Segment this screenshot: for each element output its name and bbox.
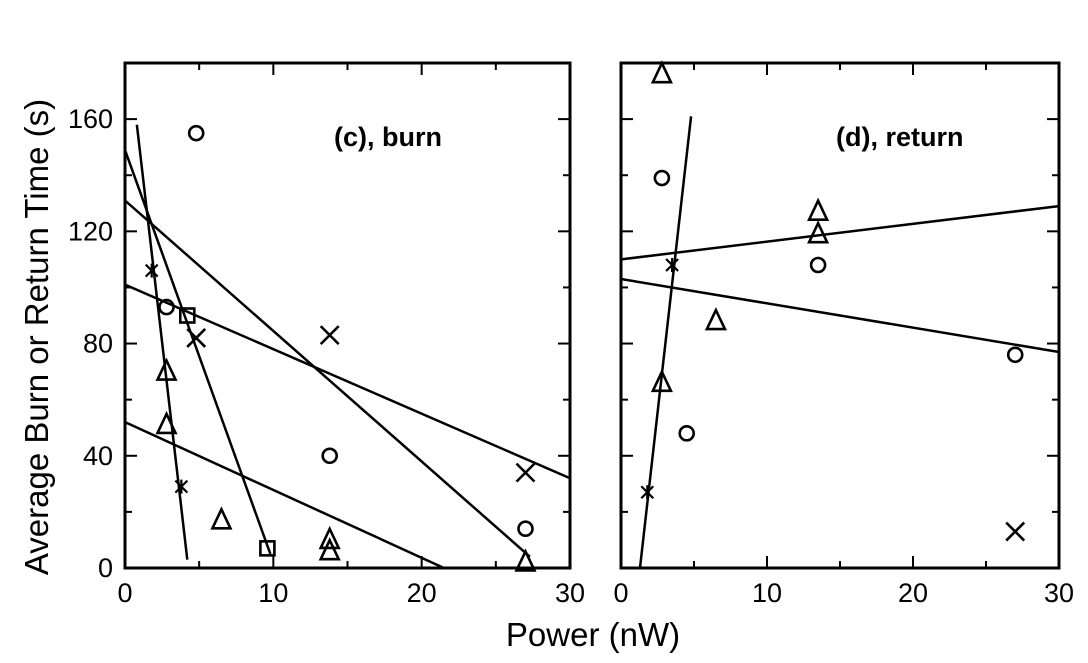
x-tick-label: 0: [117, 578, 132, 608]
star-point: [144, 263, 159, 278]
triangle-point: [155, 410, 178, 435]
y-tick-label: 0: [98, 553, 113, 583]
panel-return: 0 10 20 30: [613, 60, 1074, 608]
fit-lines: [621, 116, 1059, 568]
x-tick-label: 30: [555, 578, 585, 608]
circle-point: [678, 425, 696, 442]
y-axis-title: Average Burn or Return Time (s): [18, 99, 55, 575]
cross-point: [1005, 521, 1026, 542]
fit-lines: [125, 124, 570, 568]
circle-point: [321, 447, 339, 465]
fit-line: [125, 149, 272, 555]
fit-line: [621, 277, 1059, 354]
star-point: [174, 479, 189, 494]
fit-line: [125, 420, 445, 568]
panel-label-return: (d), return: [836, 122, 964, 152]
x-tick-label: 0: [613, 578, 628, 608]
x-axis-title: Power (nW): [506, 616, 680, 653]
triangle-point: [807, 220, 830, 244]
y-tick-label: 120: [68, 216, 113, 246]
circle-point: [187, 124, 205, 142]
panel-burn: 0 10 20 30 0 40 80 120 160: [68, 61, 585, 608]
x-tick-label: 20: [898, 578, 928, 608]
cross-point: [186, 328, 207, 348]
triangle-point: [704, 307, 727, 331]
circle-point: [158, 298, 175, 316]
fit-line: [125, 199, 531, 558]
x-tick-label: 10: [258, 578, 288, 608]
star-point: [640, 485, 655, 500]
x-tick-label: 20: [407, 578, 437, 608]
triangle-point: [318, 525, 341, 550]
square-point: [259, 540, 276, 557]
triangle-point: [650, 60, 673, 84]
y-tick-label: 40: [83, 441, 113, 471]
circle-point: [809, 256, 827, 274]
fit-line: [125, 283, 570, 480]
x-tick-label: 10: [752, 578, 782, 608]
y-tick-label: 80: [83, 329, 113, 359]
star-point: [665, 258, 679, 272]
triangle-point: [514, 548, 537, 572]
triangle-point: [155, 357, 178, 381]
y-tick-label: 160: [68, 104, 113, 134]
circle-point: [517, 520, 534, 538]
triangle-point: [650, 368, 673, 393]
fit-line: [621, 204, 1059, 261]
cross-point: [319, 325, 340, 346]
x-tick-label: 30: [1044, 578, 1074, 608]
circle-point: [1006, 346, 1024, 364]
panel-label-burn: (c), burn: [334, 122, 442, 152]
triangle-point: [210, 506, 233, 530]
square-point: [179, 307, 196, 324]
fit-line: [135, 124, 189, 560]
triangle-point: [318, 537, 341, 561]
cross-point: [515, 462, 536, 483]
triangle-point: [807, 197, 830, 221]
circle-point: [653, 169, 671, 187]
